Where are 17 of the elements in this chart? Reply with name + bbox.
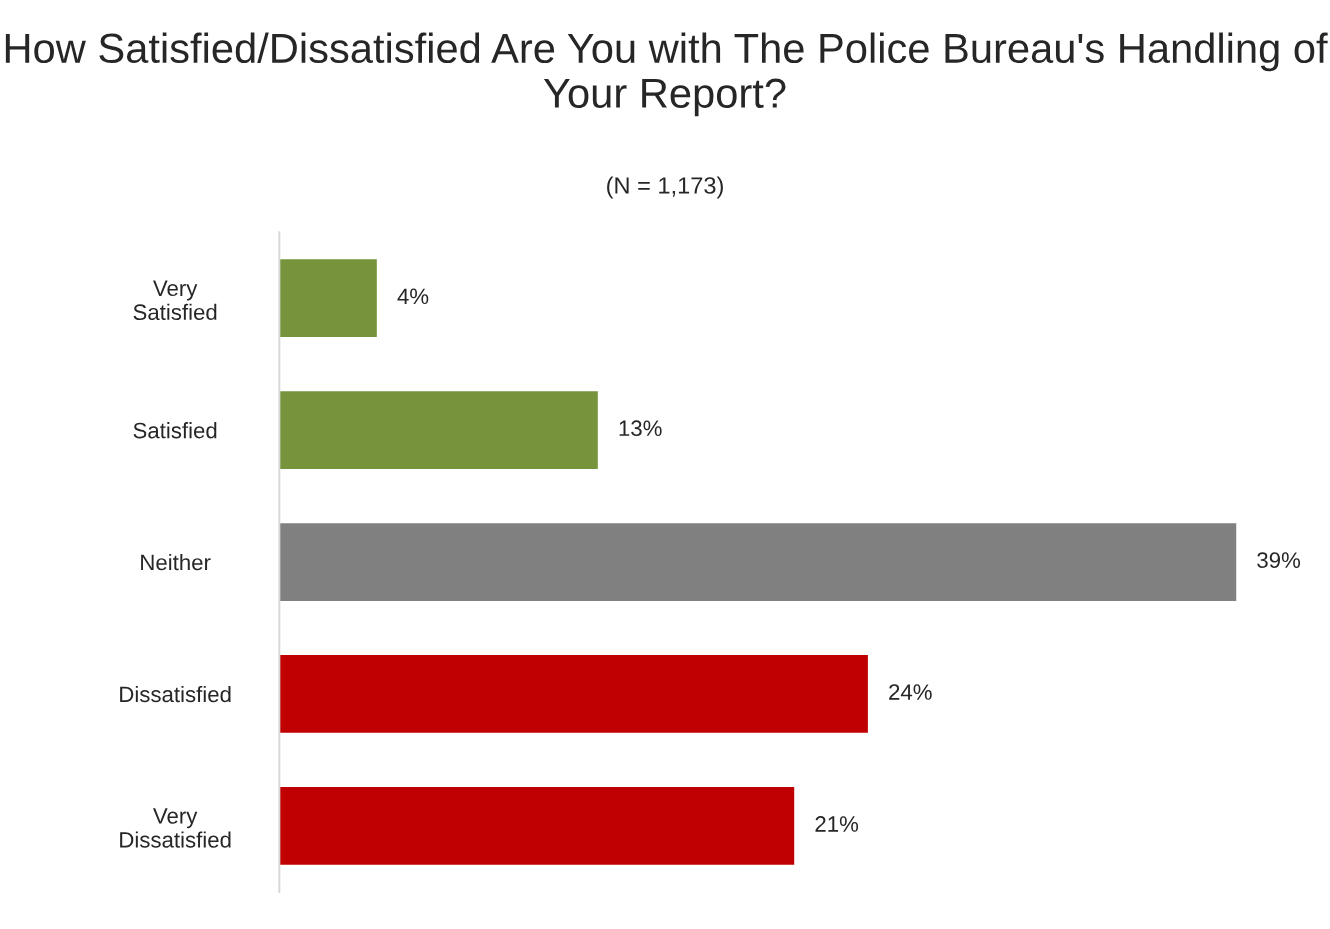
y-tick-label: Neither [141,553,211,571]
data-label: 39% [1257,552,1301,569]
chart-title: How Satisfied/Dissatisfied Are You with The Police Bureau's Handling of Your Report? [5,32,1328,117]
y-tick-label: Very Dissatisfied [120,808,231,848]
data-label: 13% [619,420,662,437]
data-label: 4% [397,288,429,305]
y-tick-label: Very Satisfied [133,280,217,321]
y-tick-label: Satisfied [133,422,217,439]
bar [279,257,379,339]
data-label: 24% [889,684,932,700]
bar [279,785,796,867]
bar [279,521,1237,603]
chart-subtitle: (N = 1,173) [607,176,723,199]
data-label: 21% [815,816,859,832]
y-tick-label: Dissatisfied [120,685,231,703]
bar [279,653,870,735]
bar [279,389,600,471]
